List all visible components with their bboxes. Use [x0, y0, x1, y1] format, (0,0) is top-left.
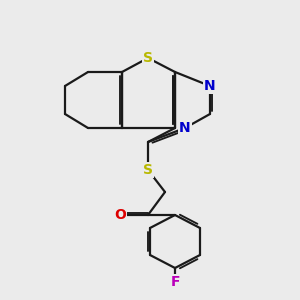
Text: S: S — [143, 163, 153, 177]
Text: O: O — [114, 208, 126, 222]
Text: F: F — [170, 275, 180, 289]
Text: S: S — [143, 51, 153, 65]
Text: N: N — [204, 79, 216, 93]
Text: N: N — [179, 121, 191, 135]
